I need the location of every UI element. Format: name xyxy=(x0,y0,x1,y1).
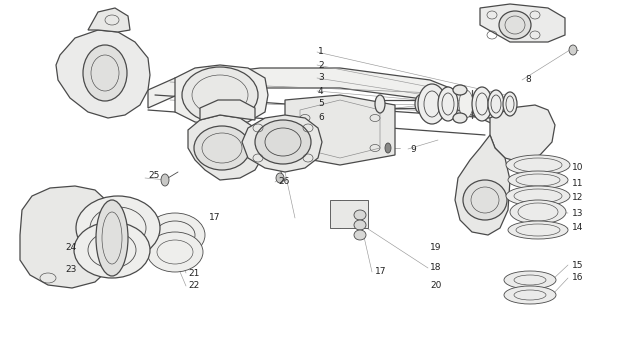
Text: 2: 2 xyxy=(318,61,324,69)
Text: 5: 5 xyxy=(318,100,324,108)
Ellipse shape xyxy=(438,87,458,121)
Ellipse shape xyxy=(506,186,570,206)
Ellipse shape xyxy=(459,90,473,118)
Ellipse shape xyxy=(276,173,284,183)
Text: 6: 6 xyxy=(318,113,324,121)
Ellipse shape xyxy=(504,271,556,289)
Text: 15: 15 xyxy=(572,260,583,270)
Ellipse shape xyxy=(453,113,467,123)
Text: 17: 17 xyxy=(375,268,386,276)
Ellipse shape xyxy=(506,155,570,175)
Polygon shape xyxy=(490,105,555,162)
Ellipse shape xyxy=(255,120,311,164)
Ellipse shape xyxy=(499,11,531,39)
Ellipse shape xyxy=(354,220,366,230)
Ellipse shape xyxy=(569,45,577,55)
Text: 9: 9 xyxy=(410,144,416,153)
Ellipse shape xyxy=(354,210,366,220)
Polygon shape xyxy=(242,115,322,172)
Text: 10: 10 xyxy=(572,164,583,172)
Ellipse shape xyxy=(83,45,127,101)
Text: 3: 3 xyxy=(318,73,324,83)
Ellipse shape xyxy=(503,92,517,116)
Polygon shape xyxy=(20,186,112,288)
Polygon shape xyxy=(88,8,130,32)
Text: 22: 22 xyxy=(188,282,199,290)
Text: 18: 18 xyxy=(430,264,441,272)
Text: 24: 24 xyxy=(65,243,76,253)
Ellipse shape xyxy=(453,85,467,95)
Polygon shape xyxy=(188,115,262,180)
Ellipse shape xyxy=(488,90,504,118)
Ellipse shape xyxy=(76,196,160,260)
Polygon shape xyxy=(56,30,150,118)
Ellipse shape xyxy=(375,95,385,113)
Text: 11: 11 xyxy=(572,178,583,187)
Polygon shape xyxy=(455,135,510,235)
Polygon shape xyxy=(200,100,255,120)
Ellipse shape xyxy=(96,200,128,276)
Text: 21: 21 xyxy=(188,269,200,277)
Text: 17: 17 xyxy=(208,214,220,222)
Ellipse shape xyxy=(463,180,507,220)
Ellipse shape xyxy=(145,213,205,257)
Text: 14: 14 xyxy=(572,223,583,233)
Polygon shape xyxy=(175,65,268,125)
Text: 23: 23 xyxy=(65,266,77,274)
Text: 4: 4 xyxy=(318,86,324,96)
Ellipse shape xyxy=(161,174,169,186)
Text: 8: 8 xyxy=(525,75,531,85)
Text: 1: 1 xyxy=(318,48,324,56)
Ellipse shape xyxy=(74,222,150,278)
Ellipse shape xyxy=(472,87,492,121)
Bar xyxy=(330,200,368,228)
Ellipse shape xyxy=(147,232,203,272)
Ellipse shape xyxy=(182,67,258,123)
Text: 13: 13 xyxy=(572,208,583,218)
Ellipse shape xyxy=(418,84,446,124)
Text: 19: 19 xyxy=(430,243,441,253)
Text: 26: 26 xyxy=(278,177,289,187)
Text: 20: 20 xyxy=(430,280,441,289)
Ellipse shape xyxy=(510,200,566,224)
Ellipse shape xyxy=(415,95,425,113)
Text: 16: 16 xyxy=(572,273,583,283)
Polygon shape xyxy=(480,4,565,42)
Polygon shape xyxy=(285,95,395,165)
Ellipse shape xyxy=(508,221,568,239)
Ellipse shape xyxy=(354,230,366,240)
Ellipse shape xyxy=(504,286,556,304)
Text: 25: 25 xyxy=(148,170,159,180)
Ellipse shape xyxy=(194,126,250,170)
Ellipse shape xyxy=(508,171,568,189)
Text: 12: 12 xyxy=(572,193,583,203)
Ellipse shape xyxy=(385,143,391,153)
Polygon shape xyxy=(148,68,510,132)
